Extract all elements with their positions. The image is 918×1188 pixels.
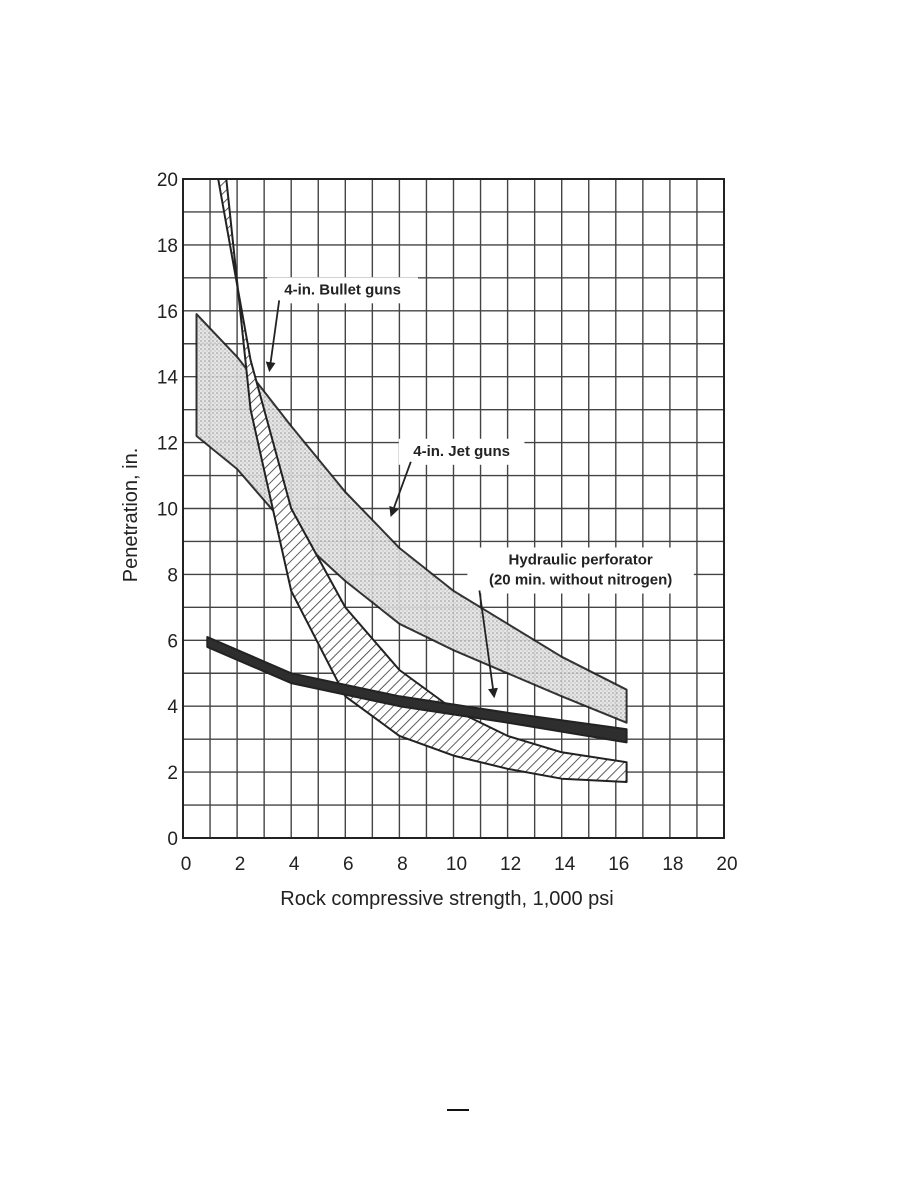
y-tick-label: 4 xyxy=(167,697,178,718)
x-tick-label: 14 xyxy=(554,854,576,875)
x-tick-label: 16 xyxy=(608,854,629,875)
y-tick-label: 18 xyxy=(157,236,178,257)
annotation-arrow xyxy=(478,590,498,699)
plot-frame xyxy=(182,178,725,839)
page-number-mark xyxy=(447,1109,469,1111)
annotation-arrow xyxy=(389,461,412,517)
hydraulic-perforator-band xyxy=(206,636,628,744)
y-tick-label: 0 xyxy=(167,829,178,850)
annotation-arrow xyxy=(265,300,281,373)
y-tick-label: 16 xyxy=(157,302,178,323)
y-tick-label: 14 xyxy=(157,368,179,389)
x-tick-label: 18 xyxy=(662,854,683,875)
y-tick-label: 10 xyxy=(157,500,178,521)
y-tick-label: 20 xyxy=(157,170,178,191)
x-tick-label: 4 xyxy=(289,854,300,875)
bullet-guns-label: 4-in. Bullet guns xyxy=(284,281,401,298)
annotations: 4-in. Bullet guns 4-in. Jet guns Hydraulic… xyxy=(265,277,694,699)
x-tick-labels: 0 2 4 6 8 10 12 14 16 18 20 xyxy=(181,854,738,875)
x-tick-label: 12 xyxy=(500,854,521,875)
annotation-background xyxy=(267,277,418,304)
hydraulic-perforator-label: (20 min. without nitrogen) xyxy=(489,572,672,589)
y-tick-label: 8 xyxy=(167,565,178,586)
x-tick-label: 8 xyxy=(397,854,408,875)
hydraulic-perforator-label: Hydraulic perforator xyxy=(509,552,653,569)
annotation-background xyxy=(398,438,525,465)
x-tick-label: 6 xyxy=(343,854,354,875)
y-tick-label: 12 xyxy=(157,434,178,455)
bullet-guns-band xyxy=(217,178,628,783)
y-tick-labels: 0 2 4 6 8 10 12 14 16 18 20 xyxy=(157,170,179,850)
y-axis-label: Penetration, in. xyxy=(120,448,142,583)
x-tick-label: 10 xyxy=(446,854,467,875)
y-tick-label: 2 xyxy=(167,763,178,784)
x-tick-label: 2 xyxy=(235,854,246,875)
annotation-background xyxy=(467,547,694,594)
x-axis-label: Rock compressive strength, 1,000 psi xyxy=(280,888,614,910)
data-bands xyxy=(195,178,628,783)
x-tick-label: 20 xyxy=(716,854,737,875)
y-tick-label: 6 xyxy=(167,631,178,652)
x-tick-label: 0 xyxy=(181,854,192,875)
jet-guns-label: 4-in. Jet guns xyxy=(413,443,510,460)
